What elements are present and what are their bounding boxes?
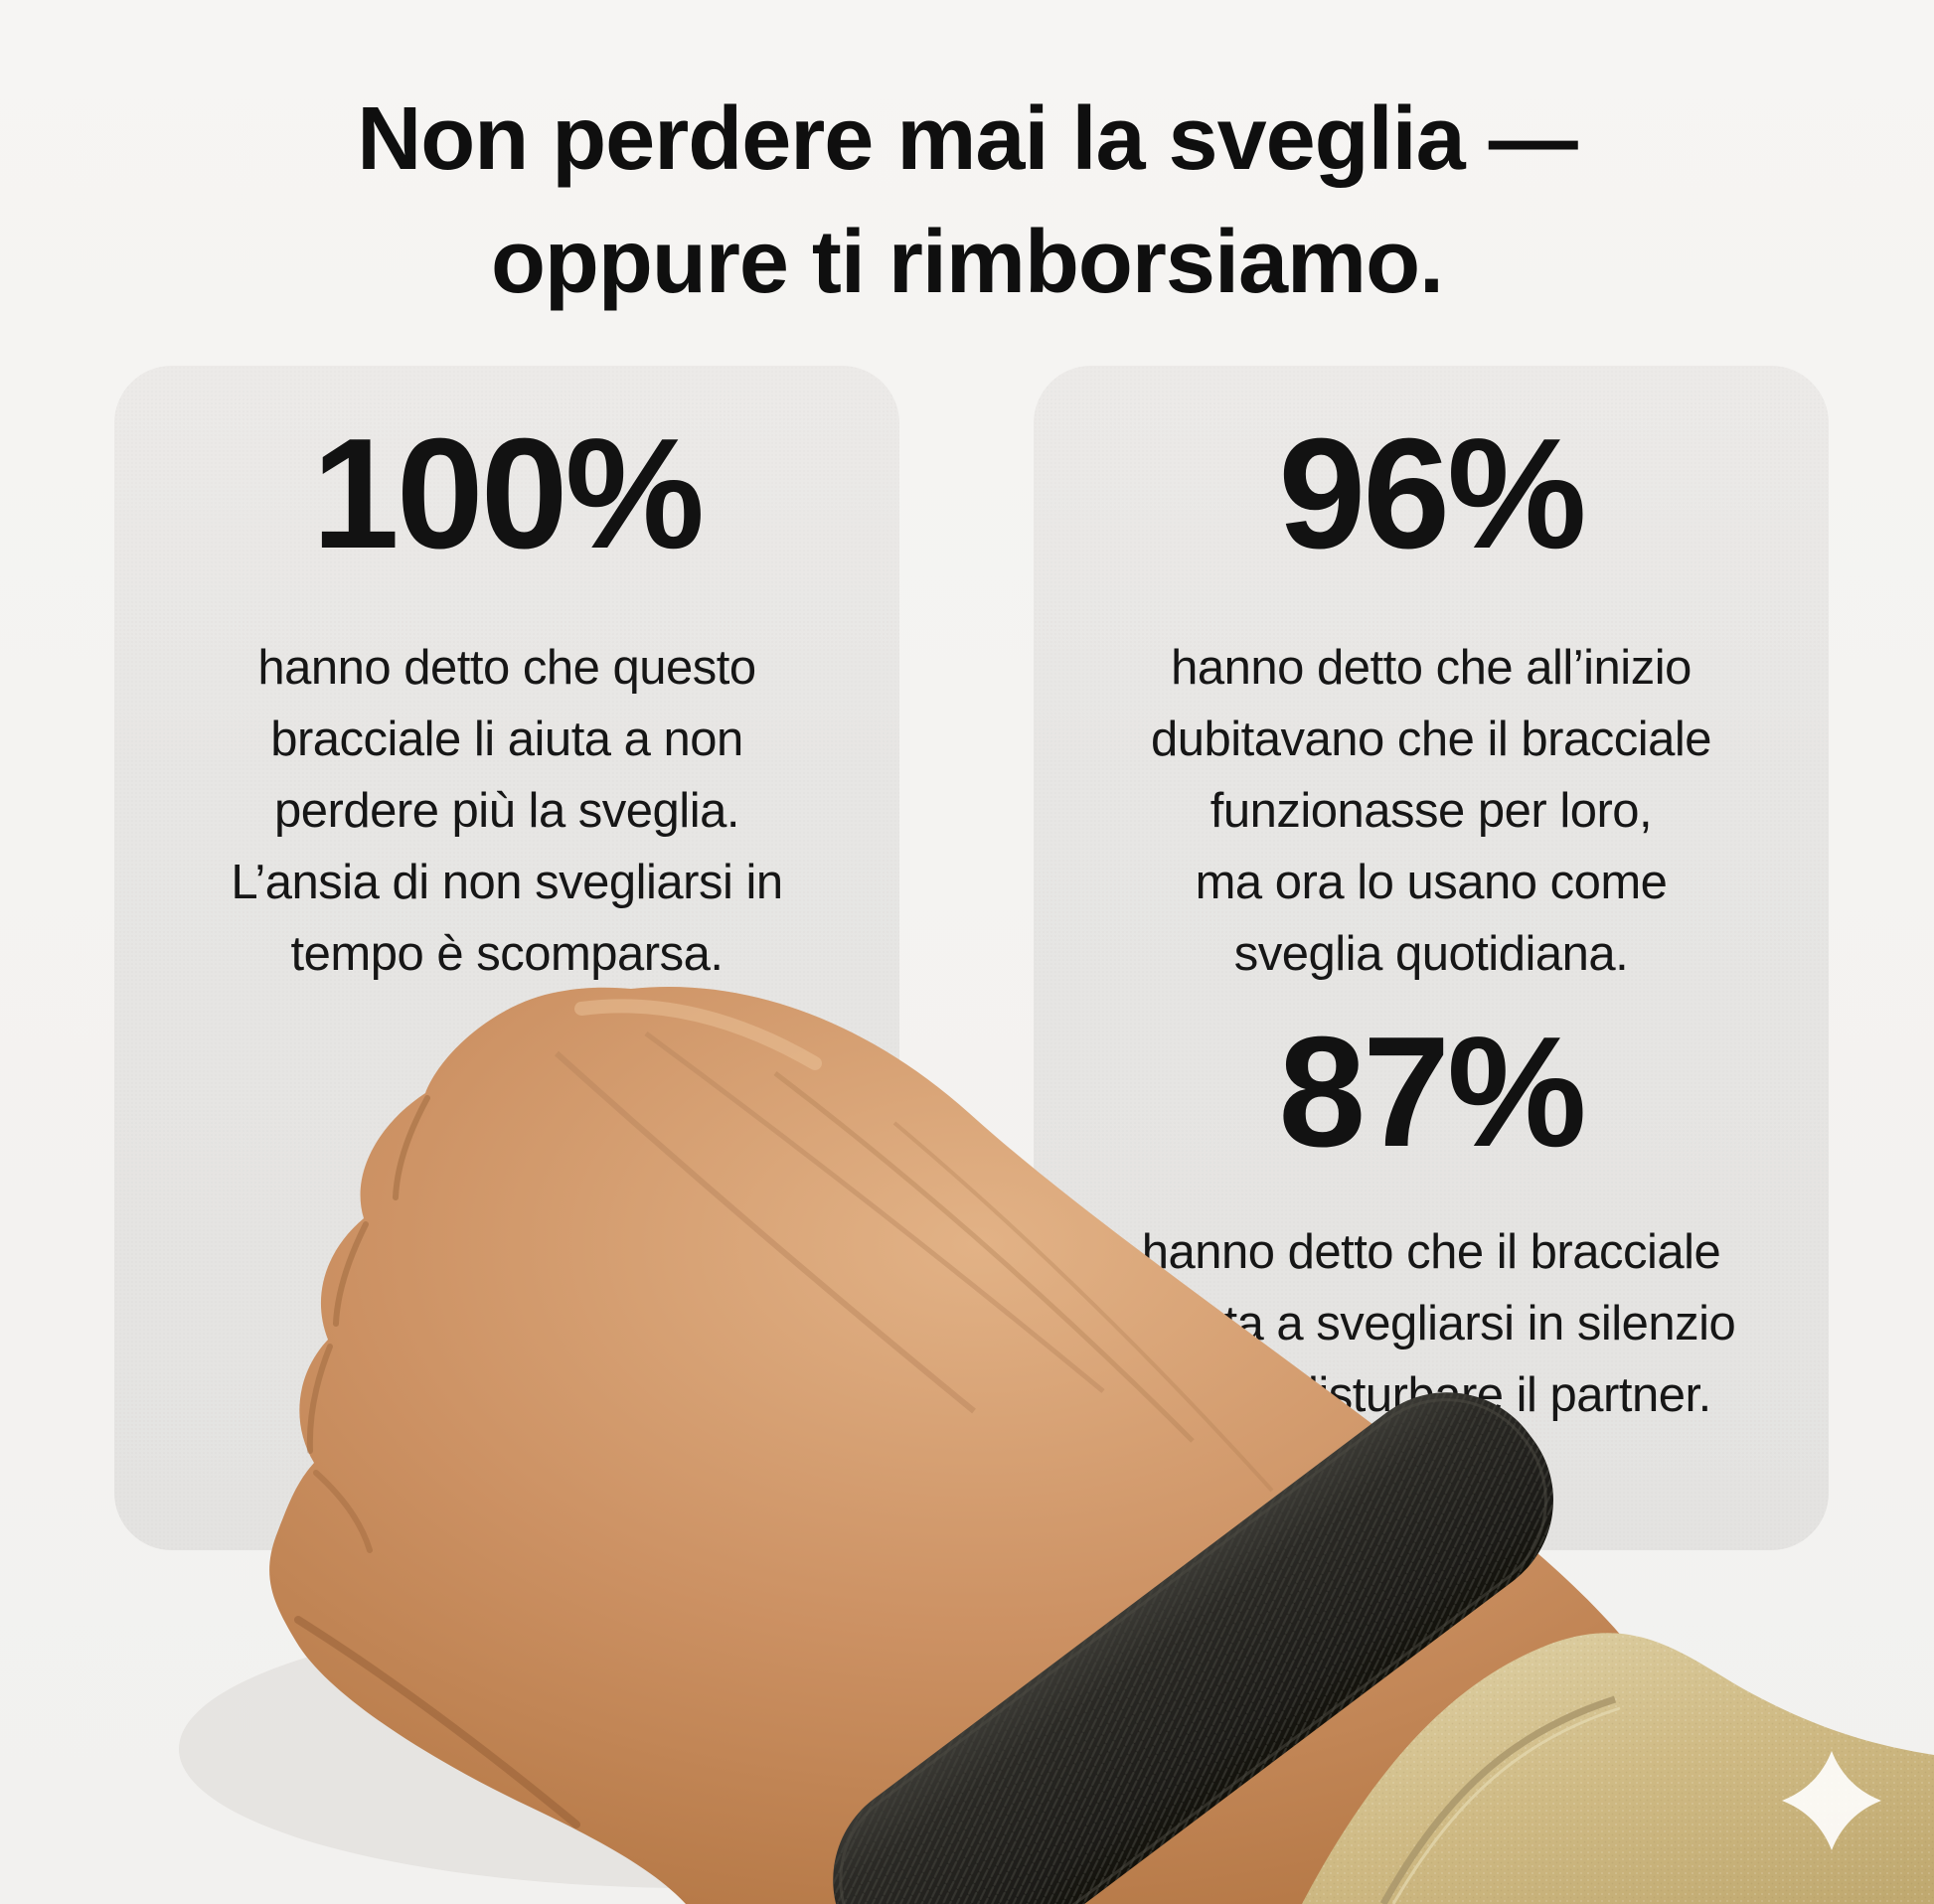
text-line: sveglia quotidiana. [1233, 927, 1629, 981]
headline-line2: oppure ti rimborsiamo. [490, 213, 1444, 312]
text-line: hanno detto che all’inizio [1171, 641, 1692, 695]
stat-percent-96: 96% [1278, 406, 1586, 581]
text-line: ma ora lo usano come [1195, 856, 1668, 909]
text-line: tempo è scomparsa. [290, 927, 724, 981]
sparkle-icon [1782, 1751, 1881, 1850]
text-line: perdere più la sveglia. [274, 784, 739, 838]
stat-percent-87: 87% [1278, 1005, 1586, 1180]
text-line: dubitavano che il bracciale [1151, 713, 1711, 766]
sleeve [1302, 1633, 1934, 1904]
text-line: bracciale li aiuta a non [270, 713, 743, 766]
stat-description-left: hanno detto che questo bracciale li aiuta… [114, 632, 899, 990]
text-line: hanno detto che questo [257, 641, 756, 695]
stat-description-87: hanno detto che il bracciale li aiuta a s… [1034, 1216, 1829, 1431]
text-line: funzionasse per loro, [1209, 784, 1653, 838]
stat-card-right: 96% hanno detto che all’inizio dubitavano… [1034, 366, 1829, 1550]
wristband [833, 1392, 1553, 1904]
headline: Non perdere mai la sveglia — oppure ti r… [0, 78, 1934, 324]
text-line: hanno detto che il bracciale [1141, 1225, 1721, 1279]
headline-line1: Non perdere mai la sveglia — [357, 89, 1577, 189]
text-line: L’ansia di non svegliarsi in [231, 856, 783, 909]
stat-percent-left: 100% [311, 406, 705, 581]
stat-description-96: hanno detto che all’inizio dubitavano che… [1034, 632, 1829, 990]
